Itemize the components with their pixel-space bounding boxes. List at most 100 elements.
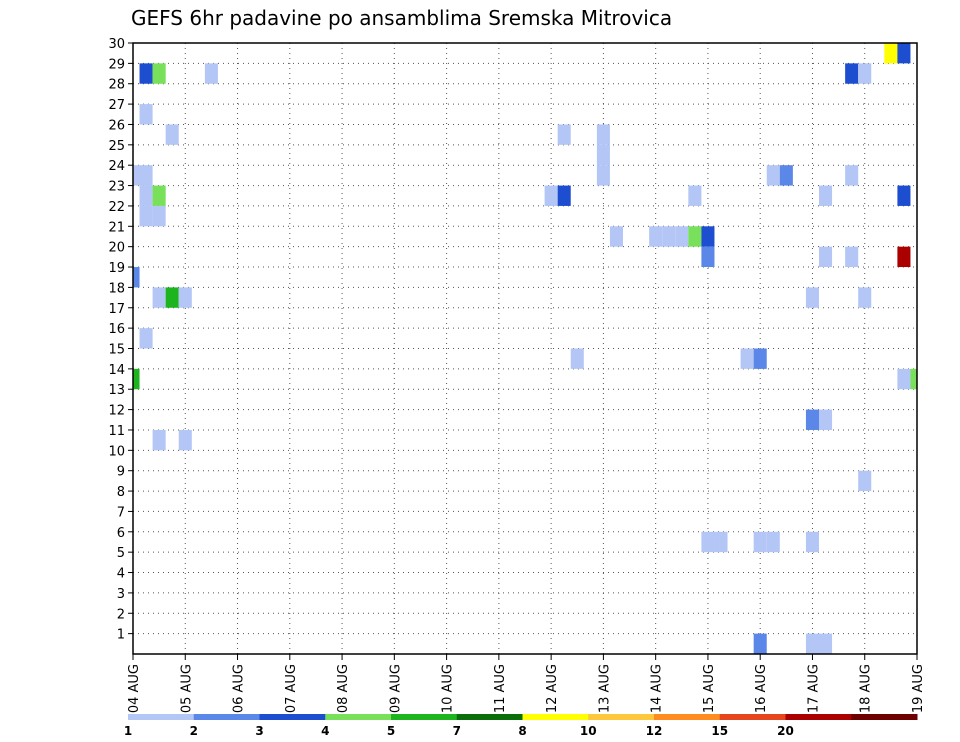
heatmap-cell <box>766 531 780 553</box>
heatmap-cell <box>845 63 859 84</box>
y-tick-label: 3 <box>117 587 125 602</box>
heatmap-cell <box>858 470 872 492</box>
y-tick-label: 30 <box>108 37 125 52</box>
colorbar-segment <box>588 714 655 720</box>
colorbar-segment <box>259 714 326 720</box>
colorbar-segment <box>654 714 721 720</box>
colorbar-label: 7 <box>453 724 461 738</box>
heatmap-cell <box>805 287 819 308</box>
heatmap-cell <box>910 368 917 390</box>
colorbar-label: 4 <box>321 724 329 738</box>
x-tick-label: 19 AUG <box>911 664 926 713</box>
colorbar-label: 5 <box>387 724 395 738</box>
heatmap-cell <box>139 328 153 349</box>
colorbar-label: 12 <box>646 724 663 738</box>
grid-lines <box>133 42 917 654</box>
y-tick-label: 23 <box>108 180 125 195</box>
y-tick-label: 25 <box>108 139 125 154</box>
x-tick-label: 05 AUG <box>179 664 194 713</box>
heatmap-cell <box>662 226 676 247</box>
heatmap-cell <box>557 124 571 145</box>
y-tick-label: 13 <box>108 383 125 398</box>
heatmap-cell <box>701 531 715 553</box>
heatmap-cell <box>701 246 715 268</box>
heatmap-cell <box>845 165 859 186</box>
y-tick-label: 14 <box>108 363 125 378</box>
y-tick-label: 27 <box>108 98 125 113</box>
heatmap-cell <box>766 165 780 186</box>
heatmap-cell <box>139 104 153 125</box>
colorbar-segment <box>522 714 589 720</box>
heatmap-cell <box>133 368 140 390</box>
colorbar-label: 3 <box>255 724 263 738</box>
heatmap-cell <box>596 144 610 166</box>
heatmap-cell <box>805 633 819 654</box>
colorbar-label: 2 <box>190 724 198 738</box>
colorbar-label: 20 <box>777 724 794 738</box>
heatmap-cell <box>557 185 571 206</box>
heatmap-cell <box>139 205 153 227</box>
heatmap-cell <box>753 633 767 654</box>
heatmap-cell <box>570 348 584 369</box>
x-tick-label: 14 AUG <box>650 664 665 713</box>
heatmap-cell <box>779 165 793 186</box>
y-tick-label: 11 <box>108 424 125 439</box>
x-tick-label: 15 AUG <box>702 664 717 713</box>
plot-frame <box>132 42 918 655</box>
colorbar-label: 10 <box>580 724 597 738</box>
x-tick-label: 06 AUG <box>232 664 247 713</box>
y-tick-label: 22 <box>108 200 125 215</box>
chart-title: GEFS 6hr padavine po ansamblima Sremska … <box>131 6 672 30</box>
heatmap-cell <box>897 185 911 206</box>
heatmap-cell <box>204 63 218 84</box>
y-tick-label: 1 <box>117 628 125 643</box>
heatmap-cells <box>133 43 917 654</box>
y-tick-label: 2 <box>117 607 125 622</box>
heatmap-cell <box>688 185 702 206</box>
x-tick-label: 09 AUG <box>388 664 403 713</box>
x-tick-label: 17 AUG <box>806 664 821 713</box>
colorbar: 1 2 3 4 5 7 8 10 12 15 20 <box>124 714 918 738</box>
y-axis: 1234567891011121314151617181920212223242… <box>108 37 133 643</box>
heatmap-cell <box>884 43 898 64</box>
y-tick-label: 29 <box>108 57 125 72</box>
x-tick-label: 18 AUG <box>859 664 874 713</box>
x-tick-label: 07 AUG <box>284 664 299 713</box>
y-tick-label: 20 <box>108 241 125 256</box>
y-tick-label: 9 <box>117 465 125 480</box>
heatmap-cell <box>178 287 192 308</box>
heatmap-cell <box>152 287 166 308</box>
y-tick-label: 6 <box>117 526 125 541</box>
x-tick-label: 04 AUG <box>127 664 142 713</box>
heatmap-cell <box>152 429 166 451</box>
y-tick-label: 17 <box>108 302 125 317</box>
colorbar-segment <box>128 714 195 720</box>
heatmap-cell <box>701 226 715 247</box>
heatmap-cell <box>165 287 179 308</box>
y-tick-label: 24 <box>108 159 125 174</box>
heatmap-cell <box>649 226 663 247</box>
heatmap-cell <box>675 226 689 247</box>
y-tick-label: 7 <box>117 505 125 520</box>
x-tick-label: 12 AUG <box>545 664 560 713</box>
heatmap-cell <box>133 267 140 288</box>
heatmap-cell <box>139 185 153 206</box>
y-tick-label: 28 <box>108 78 125 93</box>
heatmap-cell <box>133 165 140 186</box>
heatmap-cell <box>596 124 610 145</box>
x-tick-label: 16 AUG <box>754 664 769 713</box>
heatmap-cell <box>165 124 179 145</box>
heatmap-cell <box>753 348 767 369</box>
heatmap-cell <box>714 531 728 553</box>
heatmap-cell <box>897 43 911 64</box>
heatmap-cell <box>805 409 819 430</box>
colorbar-label: 8 <box>518 724 526 738</box>
y-tick-label: 8 <box>117 485 125 500</box>
heatmap-cell <box>178 429 192 451</box>
x-tick-label: 13 AUG <box>597 664 612 713</box>
x-tick-label: 08 AUG <box>336 664 351 713</box>
heatmap-cell <box>609 226 623 247</box>
y-tick-label: 21 <box>108 220 125 235</box>
heatmap-cell <box>897 246 911 268</box>
heatmap-cell <box>753 531 767 553</box>
